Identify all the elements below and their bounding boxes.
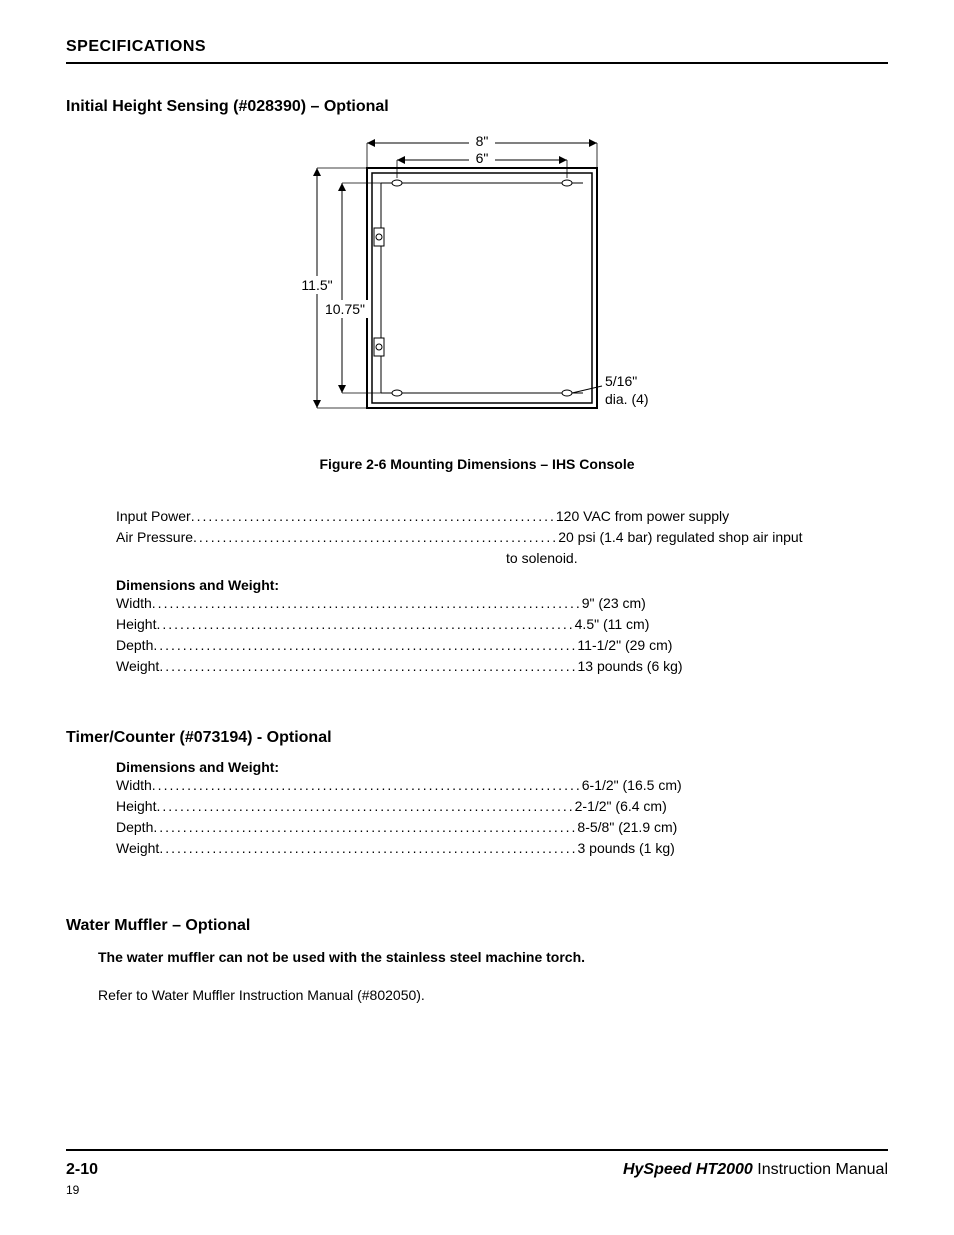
footer-right: HySpeed HT2000 Instruction Manual [623, 1161, 888, 1179]
dot-leader: ........................................… [193, 527, 558, 548]
dim-top-inner: 6" [476, 150, 489, 166]
spec-value: 11-1/2" (29 cm) [577, 635, 672, 656]
dim-depth: Depth ..................................… [116, 635, 856, 656]
spec-air-pressure-cont: to solenoid. [116, 548, 888, 569]
spec-label: Width [116, 593, 152, 614]
dim2-depth: Depth ..................................… [116, 817, 856, 838]
spec-value: 9" (23 cm) [582, 593, 646, 614]
section-ihs-title: Initial Height Sensing (#028390) – Optio… [66, 98, 888, 116]
spec-label: Width [116, 775, 152, 796]
footer-page-number: 2-10 [66, 1161, 98, 1179]
spec-value: 4.5" (11 cm) [575, 614, 650, 635]
dot-leader: ........................................… [152, 593, 582, 614]
muffler-refer: Refer to Water Muffler Instruction Manua… [66, 987, 888, 1003]
figure-caption: Figure 2-6 Mounting Dimensions – IHS Con… [66, 456, 888, 472]
footer-manual: Instruction Manual [753, 1161, 888, 1178]
figure-ihs-diagram: 8" 6" 11.5" 10.75" [66, 128, 888, 438]
section-muffler-title: Water Muffler – Optional [66, 917, 888, 935]
spec-air-pressure: Air Pressure ...........................… [116, 527, 856, 548]
spec-label: Weight [116, 838, 159, 859]
spec-label: Height [116, 614, 156, 635]
page-footer: 2-10 HySpeed HT2000 Instruction Manual 1… [66, 1149, 888, 1197]
timer-spec-block: Dimensions and Weight: Width ...........… [66, 759, 888, 859]
spec-value: 2-1/2" (6.4 cm) [575, 796, 667, 817]
dim-weight: Weight .................................… [116, 656, 856, 677]
dim-left-outer: 11.5" [301, 277, 332, 293]
dim-top-outer: 8" [476, 133, 489, 149]
dim-left-inner: 10.75" [325, 301, 365, 317]
dot-leader: ........................................… [159, 656, 577, 677]
section-timer-title: Timer/Counter (#073194) - Optional [66, 729, 888, 747]
spec-label: Weight [116, 656, 159, 677]
spec-label: Depth [116, 817, 153, 838]
dim2-weight: Weight .................................… [116, 838, 856, 859]
spec-label: Depth [116, 635, 153, 656]
dim-hole-dia: 5/16" [605, 373, 637, 389]
footer-product: HySpeed HT2000 [623, 1161, 753, 1178]
spec-value: 13 pounds (6 kg) [578, 656, 683, 677]
dim-width: Width ..................................… [116, 593, 856, 614]
dim-height: Height .................................… [116, 614, 856, 635]
header-rule [66, 62, 888, 64]
dim2-width: Width ..................................… [116, 775, 856, 796]
dot-leader: ........................................… [153, 635, 577, 656]
spec-label: Input Power [116, 506, 191, 527]
footer-rule [66, 1149, 888, 1151]
footer-sub-number: 19 [66, 1183, 888, 1197]
dot-leader: ........................................… [153, 817, 577, 838]
spec-label: Height [116, 796, 156, 817]
spec-label: Air Pressure [116, 527, 193, 548]
spec-value: 20 psi (1.4 bar) regulated shop air inpu… [558, 527, 802, 548]
ihs-spec-block: Input Power ............................… [66, 506, 888, 677]
dot-leader: ........................................… [156, 796, 574, 817]
spec-value: 3 pounds (1 kg) [578, 838, 675, 859]
spec-value: 8-5/8" (21.9 cm) [577, 817, 677, 838]
dot-leader: ........................................… [152, 775, 582, 796]
dot-leader: ........................................… [191, 506, 556, 527]
dims-heading: Dimensions and Weight: [116, 577, 888, 593]
dims-heading-2: Dimensions and Weight: [116, 759, 888, 775]
spec-value: 120 VAC from power supply [556, 506, 729, 527]
spec-input-power: Input Power ............................… [116, 506, 856, 527]
spec-value: 6-1/2" (16.5 cm) [582, 775, 682, 796]
dot-leader: ........................................… [159, 838, 577, 859]
page-header-title: SPECIFICATIONS [66, 38, 888, 56]
dim-hole-qty: dia. (4) [605, 391, 649, 407]
dim2-height: Height .................................… [116, 796, 856, 817]
dot-leader: ........................................… [156, 614, 574, 635]
muffler-warning: The water muffler can not be used with t… [66, 949, 888, 965]
